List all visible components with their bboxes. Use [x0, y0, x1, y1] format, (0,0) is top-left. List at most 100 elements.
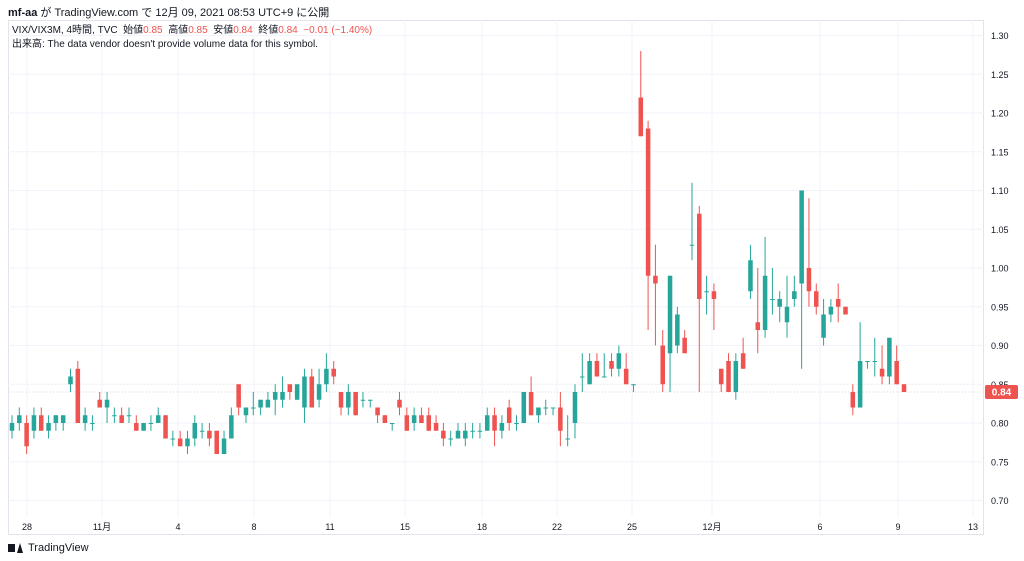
candle-body [821, 314, 826, 338]
tradingview-footer[interactable]: TradingView [8, 542, 89, 554]
candle-body [521, 392, 527, 423]
candle-body [675, 314, 680, 346]
candle-body [799, 190, 804, 284]
candle-body [272, 392, 278, 400]
candle-body [75, 368, 81, 423]
candle-body [24, 423, 29, 447]
candle-body [550, 407, 556, 409]
last-price-badge [985, 385, 1018, 399]
plot-frame [8, 20, 984, 535]
candle-body [53, 415, 59, 423]
candle-body [331, 368, 336, 377]
candle-body [126, 415, 132, 417]
candle-body [470, 430, 475, 432]
y-tick-label: 1.05 [991, 225, 1009, 235]
candle-body [192, 423, 198, 439]
candle-body [865, 361, 870, 362]
candle-body [792, 291, 797, 299]
x-tick-label: 28 [22, 522, 32, 532]
candle-body [309, 376, 315, 408]
candle-body [587, 361, 592, 385]
candle-body [492, 415, 497, 431]
legend-low-label: 安値 [213, 25, 234, 36]
candle-body [360, 399, 366, 401]
candle-body [411, 415, 417, 423]
y-tick-label: 0.95 [991, 302, 1009, 312]
candle-body [221, 438, 227, 454]
y-tick-label: 0.70 [991, 496, 1009, 506]
candle-body [887, 337, 892, 377]
candle-body [536, 407, 541, 416]
y-tick-label: 0.75 [991, 457, 1009, 467]
x-tick-label: 11月 [93, 522, 111, 532]
candle-body [448, 438, 453, 440]
candle-body [770, 299, 775, 300]
candle-body [119, 415, 124, 423]
author-name[interactable]: mf-aa [8, 7, 38, 19]
candle-body [580, 376, 585, 378]
candle-body [104, 399, 110, 408]
candle-body [697, 213, 702, 299]
candle-body [302, 376, 307, 408]
candle-body [141, 423, 146, 431]
candle-body [397, 399, 402, 408]
candle-body [9, 423, 15, 431]
x-tick-label: 9 [895, 522, 900, 532]
candle-body [389, 423, 395, 424]
candle-body [543, 407, 549, 409]
candle-body [199, 430, 205, 432]
candle-body [229, 415, 234, 439]
candle-body [31, 415, 37, 431]
candle-body [484, 415, 490, 431]
candle-body [324, 368, 329, 385]
candle-body [134, 423, 139, 431]
candle-body [872, 361, 878, 362]
candle-body [243, 407, 249, 416]
legend-symbol: VIX/VIX3M, 4時間, TVC [12, 25, 118, 36]
candle-body [499, 423, 505, 431]
candle-body [419, 415, 424, 423]
candle-body [777, 299, 782, 307]
candle-body [170, 438, 176, 440]
candle-body [294, 384, 300, 400]
legend-ohlc: VIX/VIX3M, 4時間, TVC 始値0.85 高値0.85 安値0.84… [12, 24, 372, 38]
candle-body [726, 361, 731, 392]
legend-open-value: 0.85 [143, 25, 163, 36]
y-tick-label: 0.90 [991, 341, 1009, 351]
candle-body [784, 306, 790, 323]
candle-body [17, 415, 22, 423]
candle-body [689, 244, 695, 246]
candle-body [645, 128, 651, 276]
candle-body [258, 399, 263, 408]
candle-body [806, 268, 812, 292]
candle-body [455, 430, 461, 439]
candle-body [748, 260, 753, 292]
candle-body [528, 392, 534, 416]
publish-text: が TradingView.com で 12月 09, 2021 08:53 U… [40, 7, 330, 19]
candle-body [638, 97, 644, 137]
candle-body [148, 423, 154, 424]
tradingview-logo-icon [8, 543, 24, 553]
candle-body [514, 423, 519, 424]
candle-body [558, 407, 563, 431]
candle-body [426, 415, 432, 431]
candle-body [185, 438, 190, 447]
candle-body [565, 438, 570, 440]
candle-body [265, 399, 271, 408]
candle-body [623, 368, 629, 385]
candle-body [718, 368, 724, 385]
x-tick-label: 8 [251, 522, 256, 532]
candle-body [338, 392, 344, 408]
candle-body [667, 275, 673, 354]
x-tick-label: 6 [817, 522, 822, 532]
candle-body [346, 392, 351, 408]
x-tick-label: 12月 [702, 522, 721, 532]
candle-body [177, 438, 183, 447]
candle-body [682, 337, 687, 354]
candle-body [207, 430, 212, 439]
candle-body [82, 415, 88, 423]
candle-body [404, 415, 410, 431]
candle-body [68, 376, 73, 385]
candle-body [375, 407, 380, 416]
